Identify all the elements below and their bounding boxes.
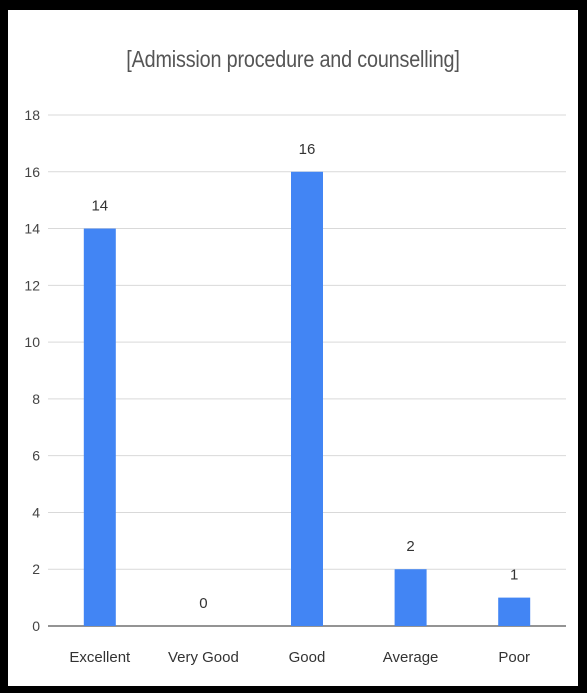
bar-excellent bbox=[83, 228, 116, 627]
y-tick-label: 12 bbox=[24, 277, 40, 293]
data-label: 16 bbox=[299, 141, 316, 158]
x-category-label: Good bbox=[289, 649, 326, 666]
y-tick-label: 10 bbox=[24, 334, 40, 350]
y-tick-label: 14 bbox=[24, 221, 40, 237]
y-tick-label: 2 bbox=[32, 561, 40, 577]
x-axis-categories: Excellent Very Good Good Average Poor bbox=[69, 649, 530, 666]
y-tick-label: 0 bbox=[32, 618, 40, 634]
y-tick-label: 8 bbox=[32, 391, 40, 407]
chart-title: [Admission procedure and counselling] bbox=[126, 46, 460, 72]
data-labels: 14 0 16 2 1 bbox=[91, 141, 518, 612]
y-tick-label: 16 bbox=[24, 164, 40, 180]
data-label: 2 bbox=[406, 538, 414, 555]
bar-average bbox=[394, 569, 427, 626]
data-label: 0 bbox=[199, 595, 207, 612]
y-tick-label: 6 bbox=[32, 448, 40, 464]
bars bbox=[83, 171, 531, 627]
data-label: 14 bbox=[91, 198, 108, 215]
bar-poor bbox=[498, 597, 531, 626]
x-category-label: Poor bbox=[498, 649, 530, 666]
data-label: 1 bbox=[510, 567, 518, 584]
y-tick-label: 4 bbox=[32, 504, 40, 520]
bar-good bbox=[291, 171, 323, 626]
x-category-label: Excellent bbox=[69, 649, 131, 666]
y-axis-ticks: 0 2 4 6 8 10 12 14 16 18 bbox=[24, 107, 40, 634]
x-category-label: Very Good bbox=[168, 649, 239, 666]
y-tick-label: 18 bbox=[24, 107, 40, 123]
x-category-label: Average bbox=[383, 649, 439, 666]
